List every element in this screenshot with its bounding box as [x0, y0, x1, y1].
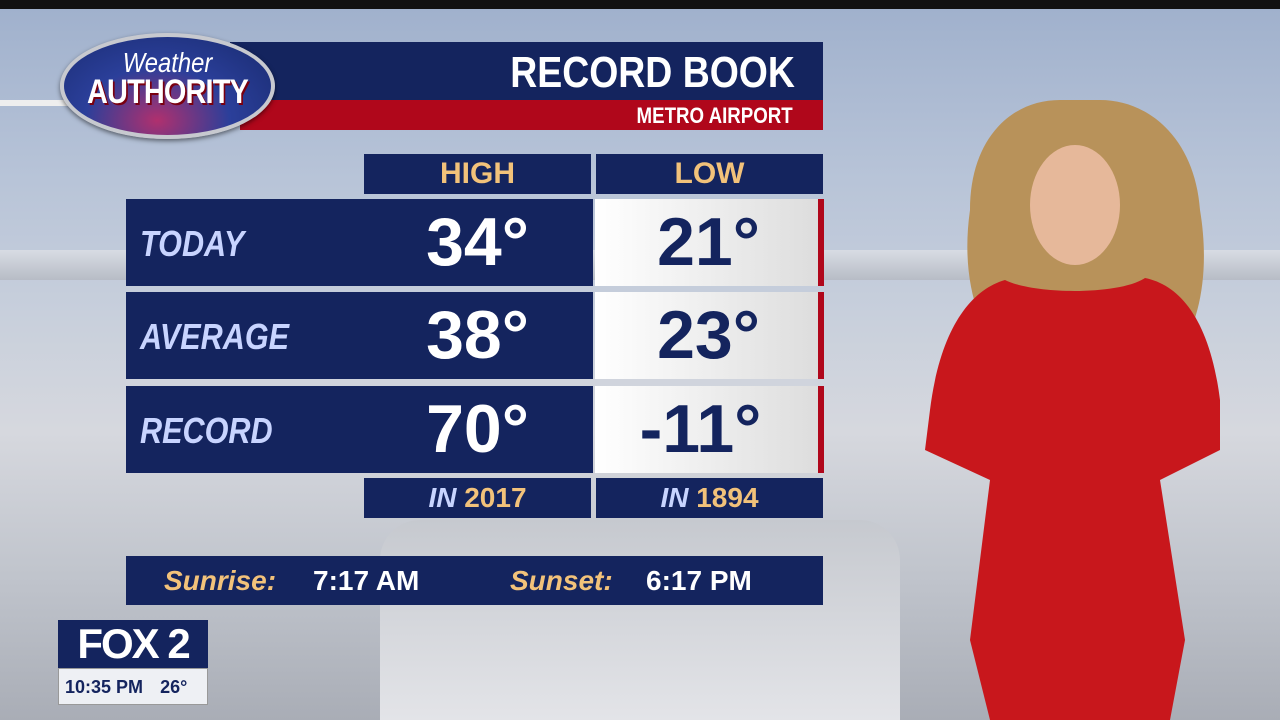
time-temp-bug: 10:35 PM 26°	[58, 668, 208, 705]
low-value: 23°	[657, 297, 760, 373]
row-average-low: 23°	[595, 292, 824, 379]
row-record-low: -11°	[595, 386, 824, 473]
page-title: RECORD BOOK	[510, 48, 795, 97]
sunset-label: Sunset:	[510, 565, 613, 596]
year-prefix: IN	[660, 482, 689, 513]
row-today: TODAY 34°	[126, 199, 593, 286]
presenter-face	[1030, 145, 1120, 265]
low-value: 21°	[657, 204, 760, 280]
top-border	[0, 0, 1280, 9]
sunset-time: 6:17 PM	[646, 565, 752, 596]
row-label: AVERAGE	[140, 316, 290, 357]
sunrise-label: Sunrise:	[164, 565, 277, 596]
current-temp: 26°	[160, 677, 188, 697]
year-value: 2017	[464, 482, 527, 513]
sun-times-bar: Sunrise: 7:17 AM Sunset: 6:17 PM	[126, 556, 823, 605]
subtitle-bar: METRO AIRPORT	[240, 100, 823, 130]
fox2-logo: FOX 2	[58, 620, 208, 668]
location-subtitle: METRO AIRPORT	[636, 103, 793, 128]
column-header-high: HIGH	[364, 154, 591, 194]
logo-line2: AUTHORITY	[87, 73, 249, 111]
weather-authority-logo: Weather AUTHORITY	[60, 33, 275, 139]
year-value: 1894	[696, 482, 759, 513]
high-value: 38°	[426, 297, 529, 373]
logo-line	[0, 100, 70, 106]
header-bar: RECORD BOOK	[230, 42, 823, 100]
logo-line1: Weather	[122, 47, 213, 78]
record-high-year: IN 2017	[364, 478, 591, 518]
column-header-low: LOW	[596, 154, 823, 194]
high-value: 34°	[426, 204, 529, 280]
row-record: RECORD 70°	[126, 386, 593, 473]
presenter-dress	[925, 278, 1220, 720]
record-low-year: IN 1894	[596, 478, 823, 518]
low-value: -11°	[639, 391, 762, 467]
row-average: AVERAGE 38°	[126, 292, 593, 379]
row-label: RECORD	[140, 410, 273, 451]
high-value: 70°	[426, 391, 529, 467]
studio-floor	[380, 520, 900, 720]
current-time: 10:35 PM	[65, 677, 144, 697]
sunrise-time: 7:17 AM	[313, 565, 420, 596]
row-label: TODAY	[140, 223, 245, 264]
row-today-low: 21°	[595, 199, 824, 286]
year-prefix: IN	[428, 482, 457, 513]
presenter-figure	[925, 100, 1220, 720]
